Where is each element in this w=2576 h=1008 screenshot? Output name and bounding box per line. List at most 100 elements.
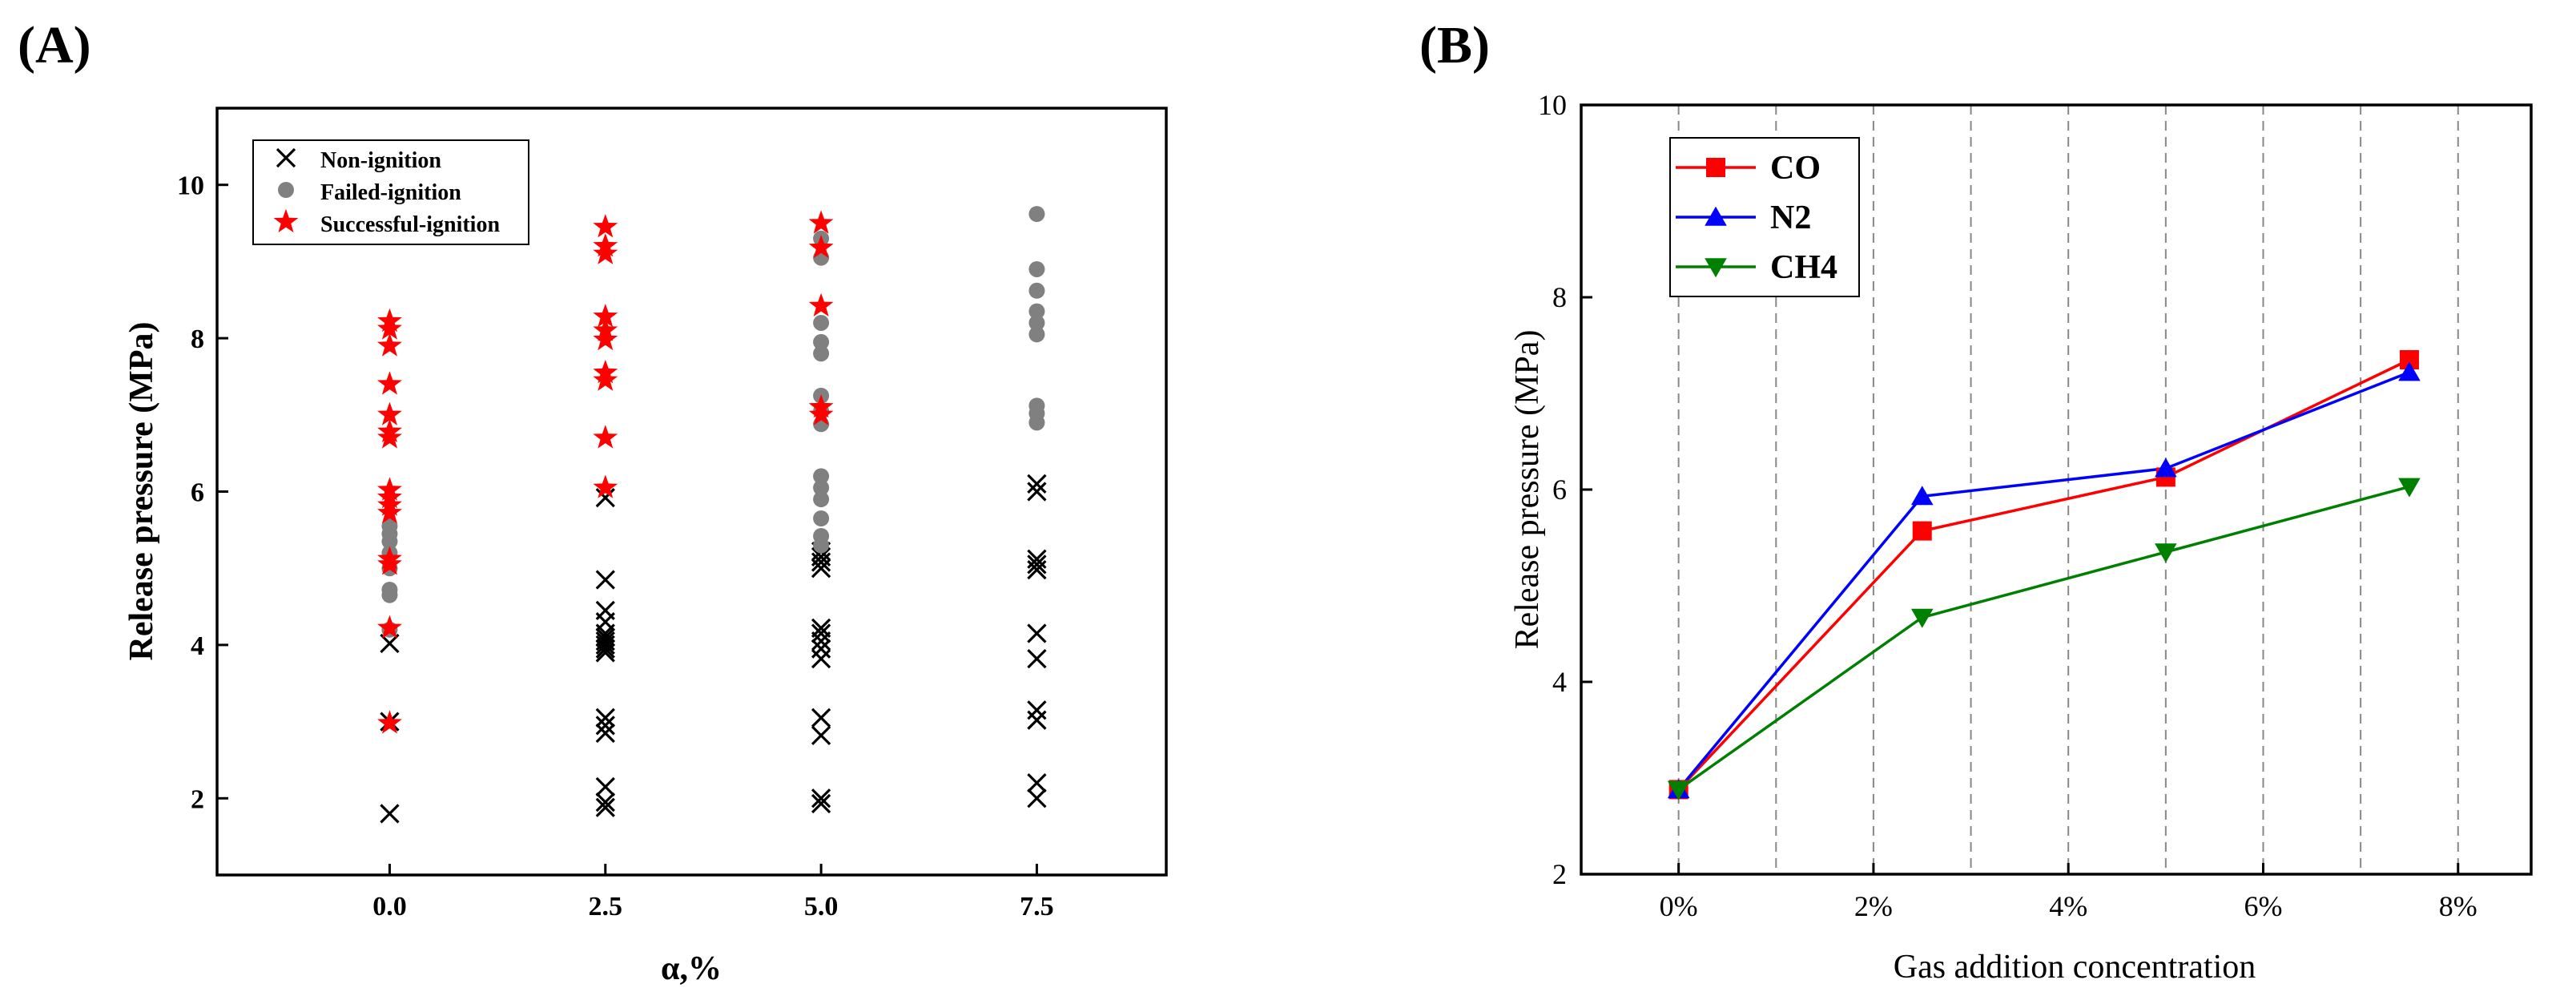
- panel-b-legend-markers: [1676, 158, 1756, 278]
- panel-a-marks: [377, 206, 1047, 824]
- point-non-ignition: [811, 546, 831, 566]
- legend-label-failed-ignition: Failed-ignition: [320, 180, 461, 205]
- point-successful-ignition: [377, 418, 402, 442]
- point-non-ignition: [1027, 623, 1047, 643]
- point-successful-ignition: [377, 333, 402, 357]
- y-tick-label: 4: [1552, 666, 1567, 698]
- point-successful-ignition: [377, 477, 402, 501]
- point-failed-ignition: [1028, 206, 1045, 223]
- point-failed-ignition: [813, 491, 830, 508]
- panel-b: (B) 0% 2% 4% 6% 8% 2 4 6 8 10 Gas addition concen…: [1419, 16, 2533, 986]
- point-non-ignition: [1027, 773, 1047, 793]
- point-failed-ignition: [381, 581, 398, 598]
- y-tick-label: 6: [1552, 474, 1567, 506]
- point-non-ignition: [811, 793, 831, 814]
- legend-marker-non-ignition: [276, 147, 296, 168]
- point-non-ignition: [595, 570, 615, 590]
- point-successful-ignition: [808, 292, 834, 317]
- point-failed-ignition: [1028, 282, 1045, 299]
- point-successful-ignition: [593, 240, 618, 264]
- point-non-ignition: [811, 623, 831, 643]
- panel-a-y-axis-label: Release pressure (MPa): [123, 322, 160, 661]
- x-tick-label: 0%: [1660, 890, 1698, 922]
- panel-b-label: (B): [1419, 16, 1490, 75]
- point-non-ignition: [595, 716, 615, 736]
- legend-marker-successful-ignition: [273, 208, 299, 233]
- legend-marker-co: [1706, 158, 1725, 177]
- y-tick-label: 6: [191, 478, 204, 508]
- point-non-ignition: [1027, 788, 1047, 808]
- point-non-ignition: [1027, 482, 1047, 502]
- point-failed-ignition: [813, 345, 830, 362]
- legend-label-co: CO: [1770, 150, 1821, 187]
- point-failed-ignition: [1028, 303, 1045, 320]
- point-non-ignition: [595, 792, 615, 812]
- point-successful-ignition: [593, 360, 618, 384]
- point-ch4: [1910, 608, 1934, 628]
- point-successful-ignition: [377, 492, 402, 516]
- panel-b-x-axis-label: Gas addition concentration: [1894, 949, 2256, 986]
- panel-b-y-axis-label: Release pressure (MPa): [1509, 330, 1546, 650]
- point-failed-ignition: [813, 314, 830, 331]
- point-successful-ignition: [593, 214, 618, 238]
- point-failed-ignition: [1028, 260, 1045, 277]
- panel-a-legend-markers: [273, 147, 299, 233]
- x-tick-label: 2%: [1854, 890, 1893, 922]
- point-non-ignition: [595, 776, 615, 797]
- point-successful-ignition: [377, 500, 402, 524]
- x-tick-label: 0.0: [372, 892, 407, 921]
- y-tick-label: 8: [191, 325, 204, 354]
- legend-marker-ch4: [1705, 258, 1727, 278]
- point-failed-ignition: [1028, 326, 1045, 343]
- legend-label-ch4: CH4: [1770, 249, 1837, 286]
- point-non-ignition: [595, 488, 615, 508]
- point-non-ignition: [380, 804, 400, 824]
- y-tick-label: 10: [1538, 89, 1567, 121]
- panel-a-legend: Non-ignition Failed-ignition Successful-…: [252, 139, 529, 245]
- point-failed-ignition: [381, 518, 398, 534]
- point-non-ignition: [811, 788, 831, 808]
- point-non-ignition: [1027, 549, 1047, 569]
- point-ch4: [1667, 780, 1690, 800]
- point-non-ignition: [595, 708, 615, 728]
- legend-marker-failed-ignition: [278, 182, 294, 198]
- panel-b-marks: [1667, 350, 2421, 800]
- series-line-co: [1677, 358, 2410, 791]
- x-tick-label: 7.5: [1020, 892, 1054, 921]
- point-non-ignition: [595, 600, 615, 620]
- legend-marker-n2: [1705, 206, 1727, 226]
- point-failed-ignition: [1028, 397, 1045, 414]
- point-failed-ignition: [813, 333, 830, 350]
- series-line-ch4: [1677, 485, 2410, 791]
- point-ch4: [2155, 543, 2177, 563]
- y-tick-label: 4: [191, 631, 204, 661]
- x-tick-label: 4%: [2049, 890, 2087, 922]
- panel-a-axis-ticks: 0.0 2.5 5.0 7.5 2 4 6 8 10: [177, 171, 1054, 921]
- point-non-ignition: [1027, 710, 1047, 730]
- point-n2: [2155, 458, 2177, 478]
- x-tick-label: 2.5: [589, 892, 623, 921]
- point-successful-ignition: [377, 401, 402, 425]
- point-successful-ignition: [593, 304, 618, 328]
- point-non-ignition: [811, 639, 831, 659]
- point-non-ignition: [1027, 554, 1047, 575]
- point-successful-ignition: [593, 425, 618, 449]
- panel-b-axis-ticks: 0% 2% 4% 6% 8% 2 4 6 8 10: [1538, 89, 2477, 922]
- y-tick-label: 2: [1552, 858, 1567, 890]
- point-n2: [1910, 486, 1934, 506]
- x-tick-label: 8%: [2439, 890, 2477, 922]
- point-non-ignition: [595, 631, 615, 651]
- point-successful-ignition: [377, 308, 402, 333]
- point-successful-ignition: [593, 233, 618, 257]
- point-non-ignition: [1027, 474, 1047, 494]
- panel-a-label: (A): [18, 16, 91, 75]
- point-successful-ignition: [377, 485, 402, 509]
- x-tick-label: 6%: [2244, 890, 2282, 922]
- point-non-ignition: [811, 618, 831, 638]
- point-successful-ignition: [377, 371, 402, 395]
- y-tick-label: 8: [1552, 281, 1567, 313]
- point-non-ignition: [1027, 648, 1047, 669]
- point-non-ignition: [380, 633, 400, 654]
- point-successful-ignition: [593, 317, 618, 341]
